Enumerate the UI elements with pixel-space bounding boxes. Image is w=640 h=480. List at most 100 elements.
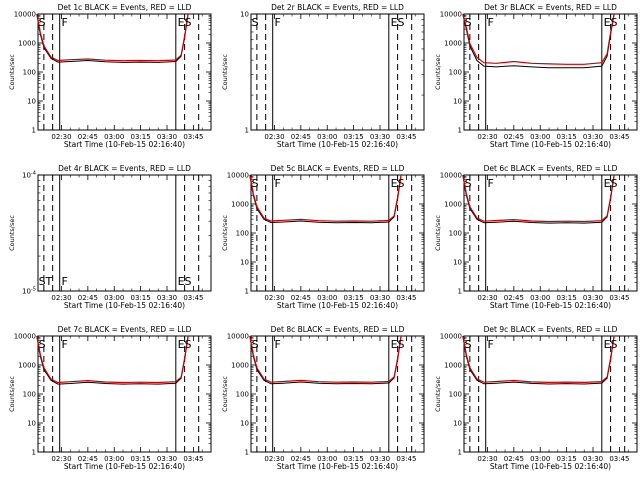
x-tick-label: 02:45 [291,294,311,302]
y-tick-label: 1 [32,449,36,457]
marker-label: F [274,16,280,29]
y-axis-label: Counts/sec [434,376,442,412]
x-tick-label: 03:45 [396,455,416,463]
x-tick-label: 03:15 [557,133,577,141]
marker-label: S [252,177,259,190]
x-tick-label: 03:15 [131,455,151,463]
lld-series-line [462,174,615,223]
x-tick-label: 03:45 [396,294,416,302]
y-tick-label: 100 [236,230,249,238]
y-tick-label: 10000 [227,333,249,341]
x-tick-label: 03:15 [557,455,577,463]
x-tick-label: 02:45 [291,133,311,141]
y-tick-label: 1000 [444,40,462,48]
x-tick-label: 02:30 [264,133,284,141]
marker-label: ES [391,16,405,29]
panel-title: Det 7c BLACK = Events, RED = LLD [58,325,192,334]
y-tick-label: 1000 [444,362,462,370]
x-axis-label: Start Time (10-Feb-15 02:16:40) [277,301,398,310]
y-tick-label: 10000 [227,172,249,180]
marker-label: S [39,338,46,351]
marker-label: F [274,338,280,351]
events-series-line [36,335,189,385]
detector-panel-8: Det 8c BLACK = Events, RED = LLD 1 10 100 10… [221,325,425,471]
x-tick-label: 02:45 [78,455,98,463]
marker-label: ES [178,275,192,288]
y-tick-label: 10 [240,259,249,267]
panel-title: Det 3r BLACK = Events, RED = LLD [484,3,617,12]
panel-title: Det 4r BLACK = Events, RED = LLD [58,164,191,173]
x-axis-label: Start Time (10-Feb-15 02:16:40) [490,140,611,149]
marker-label: S [39,16,46,29]
y-tick-label: 1000 [231,362,249,370]
y-tick-label: 1 [458,449,462,457]
marker-label: F [487,16,493,29]
marker-label: S [465,177,472,190]
y-tick-label: 10000 [14,333,36,341]
x-axis-label: Start Time (10-Feb-15 02:16:40) [64,140,185,149]
plot-frame [250,13,425,131]
x-tick-label: 02:30 [51,294,71,302]
x-tick-label: 03:00 [104,294,124,302]
y-axis-label: Counts/sec [434,215,442,251]
y-tick-label: 1000 [444,201,462,209]
y-tick-label: 100 [449,69,462,77]
events-series-line [36,13,189,63]
x-tick-label: 03:45 [609,455,629,463]
lld-series-line [36,335,189,384]
detector-panel-5: Det 5c BLACK = Events, RED = LLD 1 10 100 10… [221,164,425,310]
y-tick-label: 100 [449,391,462,399]
marker-label: ES [391,338,405,351]
panel-title: Det 9c BLACK = Events, RED = LLD [484,325,618,334]
y-tick-label: 100 [23,69,36,77]
x-tick-label: 03:15 [131,294,151,302]
lld-series-line [462,335,615,384]
y-tick-label: 10-4 [22,171,36,180]
x-tick-label: 02:30 [477,294,497,302]
x-axis-label: Start Time (10-Feb-15 02:16:40) [277,462,398,471]
x-tick-label: 02:30 [264,455,284,463]
x-tick-label: 02:30 [477,133,497,141]
y-tick-label: 10000 [14,11,36,19]
y-tick-label: 1 [32,127,36,135]
y-tick-label: 1000 [18,362,36,370]
x-axis-label: Start Time (10-Feb-15 02:16:40) [490,462,611,471]
y-axis-label: Counts/sec [221,215,229,251]
y-tick-label: 1000 [231,201,249,209]
detector-panel-4: Det 4r BLACK = Events, RED = LLD 10-5 10-4… [8,164,212,310]
marker-label: ES [178,16,192,29]
x-tick-label: 03:45 [609,294,629,302]
x-tick-label: 03:45 [183,455,203,463]
marker-label: S [252,338,259,351]
x-tick-label: 02:45 [78,133,98,141]
lld-series-line [249,174,402,222]
panel-title: Det 6c BLACK = Events, RED = LLD [484,164,618,173]
x-tick-label: 02:30 [51,133,71,141]
x-axis-label: Start Time (10-Feb-15 02:16:40) [64,462,185,471]
x-tick-label: 03:45 [396,133,416,141]
y-axis-label: Counts/sec [221,376,229,412]
marker-label: S [252,16,259,29]
detector-panel-9: Det 9c BLACK = Events, RED = LLD 1 10 100 10… [434,325,638,471]
y-axis-label: Counts/sec [221,54,229,90]
y-tick-label: 10 [27,420,36,428]
y-tick-label: 1 [245,127,249,135]
x-tick-label: 03:00 [530,133,550,141]
y-tick-label: 1 [245,449,249,457]
x-tick-label: 03:30 [370,294,390,302]
detector-panel-7: Det 7c BLACK = Events, RED = LLD 1 10 100 10… [8,325,212,471]
y-tick-label: 10000 [440,172,462,180]
x-tick-label: 03:45 [609,133,629,141]
events-series-line [462,13,615,69]
detector-panel-2: Det 2r BLACK = Events, RED = LLD 1 10 02:30… [221,3,425,149]
panel-title: Det 5c BLACK = Events, RED = LLD [271,164,405,173]
x-tick-label: 03:00 [317,455,337,463]
panel-title: Det 1c BLACK = Events, RED = LLD [58,3,192,12]
marker-label: ES [604,16,618,29]
x-tick-label: 03:30 [157,455,177,463]
x-tick-label: 03:45 [183,294,203,302]
x-tick-label: 03:15 [344,455,364,463]
x-tick-label: 02:45 [504,294,524,302]
y-tick-label: 10 [453,98,462,106]
events-series-line [462,174,615,224]
